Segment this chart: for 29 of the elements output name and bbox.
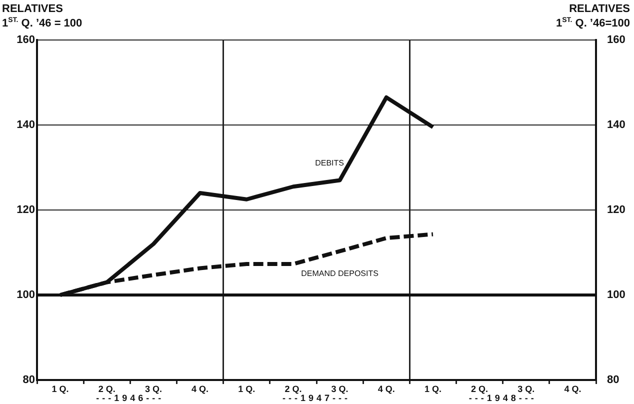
series-label: DEBITS <box>315 158 344 168</box>
x-tick-label: 4 Q. <box>378 384 395 394</box>
x-tick-label: 1 Q. <box>52 384 69 394</box>
y-tick-label: 120 <box>16 204 35 216</box>
y-tick-label: 100 <box>16 289 35 302</box>
y2-tick-label: 160 <box>607 34 626 46</box>
y-tick-label: 80 <box>22 374 35 386</box>
y2-tick-label: 100 <box>607 289 626 302</box>
text: ---1946--- <box>96 392 164 403</box>
y2-tick-label: 140 <box>607 119 626 132</box>
y2-tick-label: 120 <box>607 204 626 216</box>
y2-axis-title: RELATIVES 1$^{ST.}$ Q. ’46=100 <box>556 3 630 30</box>
x-tick-label: 1 Q. <box>424 384 442 394</box>
text: ---1947--- <box>282 392 351 403</box>
y-axis-title: RELATIVES 1$^{ST.}$ Q. ’46 = 100 <box>2 3 82 30</box>
x-tick-label: 1 Q. <box>238 384 256 394</box>
series-label: DEMAND DEPOSITS <box>301 268 378 278</box>
x-tick-label: 4 Q. <box>564 384 582 394</box>
x-tick-label: 2 Q. <box>98 384 116 394</box>
x-tick-label: 2 Q. <box>284 384 302 394</box>
x-tick-label: 3 Q. <box>144 384 162 394</box>
x-tick-label: 3 Q. <box>518 384 535 394</box>
y2-tick-label: 80 <box>607 374 620 386</box>
y-tick-label: 160 <box>16 34 35 46</box>
x-tick-label: 3 Q. <box>331 384 348 394</box>
x-tick-label: 4 Q. <box>192 384 209 394</box>
x-tick-label: 2 Q. <box>471 384 488 394</box>
text: ---1948--- <box>468 392 537 403</box>
y-tick-label: 140 <box>16 119 35 132</box>
